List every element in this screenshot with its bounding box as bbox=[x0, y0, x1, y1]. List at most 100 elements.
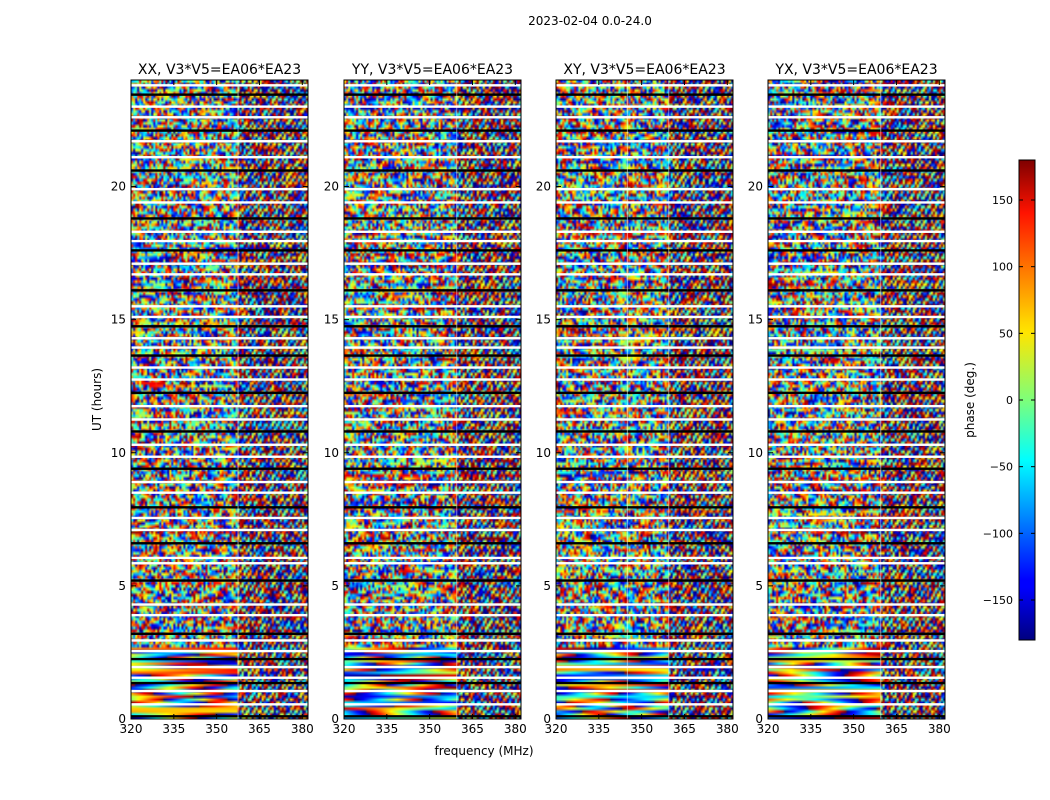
flagged-row bbox=[768, 639, 945, 642]
flagged-row bbox=[768, 418, 945, 421]
flagged-row bbox=[344, 467, 521, 470]
colorbar-tick-label: 50 bbox=[999, 327, 1013, 340]
flagged-row bbox=[556, 665, 733, 669]
flagged-row bbox=[131, 649, 308, 653]
flagged-row bbox=[768, 443, 945, 446]
flagged-row bbox=[344, 239, 521, 243]
flagged-row bbox=[556, 378, 733, 381]
flagged-row bbox=[344, 542, 521, 545]
flagged-row bbox=[131, 337, 308, 340]
flagged-row bbox=[131, 116, 308, 119]
flagged-row bbox=[344, 140, 521, 143]
x-tick-label: 335 bbox=[162, 722, 185, 736]
y-tick-label: 5 bbox=[543, 579, 551, 593]
flagged-row bbox=[768, 681, 945, 685]
flagged-row bbox=[556, 528, 733, 532]
flagged-row bbox=[131, 657, 308, 661]
flagged-row bbox=[768, 556, 945, 560]
flagged-row bbox=[131, 639, 308, 642]
flagged-row bbox=[768, 455, 945, 458]
flagged-row bbox=[131, 506, 308, 509]
flagged-row bbox=[768, 201, 945, 204]
flagged-row bbox=[131, 201, 308, 204]
y-tick-label: 10 bbox=[324, 446, 339, 460]
flagged-row bbox=[344, 603, 521, 606]
flagged-row bbox=[556, 506, 733, 509]
flagged-row bbox=[556, 156, 733, 159]
flagged-row bbox=[131, 703, 308, 706]
flagged-row bbox=[768, 676, 945, 679]
flagged-row bbox=[344, 93, 521, 96]
flagged-row bbox=[131, 93, 308, 96]
flagged-row bbox=[344, 201, 521, 204]
flagged-row bbox=[768, 354, 945, 357]
flagged-row bbox=[556, 262, 733, 265]
flagged-row bbox=[556, 140, 733, 143]
x-tick-label: 320 bbox=[333, 722, 356, 736]
panel-title: YX, V3*V5=EA06*EA23 bbox=[774, 62, 937, 78]
flagged-row bbox=[556, 491, 733, 494]
flagged-row bbox=[131, 230, 308, 233]
flagged-row bbox=[344, 556, 521, 560]
flagged-row bbox=[344, 346, 521, 349]
phase-heatmap bbox=[131, 80, 308, 719]
y-tick-label: 20 bbox=[324, 180, 339, 194]
flagged-row bbox=[556, 632, 733, 635]
flagged-row bbox=[556, 404, 733, 408]
panel-title: XY, V3*V5=EA06*EA23 bbox=[563, 62, 725, 78]
flagged-row bbox=[131, 542, 308, 545]
flagged-row bbox=[768, 230, 945, 233]
flagged-row bbox=[768, 84, 945, 87]
flagged-row bbox=[131, 315, 308, 319]
flagged-row bbox=[768, 491, 945, 494]
flagged-row bbox=[344, 169, 521, 172]
flagged-row bbox=[131, 562, 308, 565]
flagged-row bbox=[768, 391, 945, 395]
flagged-row bbox=[768, 169, 945, 172]
flagged-row bbox=[768, 467, 945, 470]
flagged-row bbox=[768, 273, 945, 276]
y-tick-label: 10 bbox=[748, 446, 763, 460]
flagged-row bbox=[344, 249, 521, 252]
flagged-row bbox=[556, 562, 733, 565]
flagged-row bbox=[556, 337, 733, 340]
flagged-row bbox=[131, 443, 308, 446]
flagged-row bbox=[131, 556, 308, 560]
flagged-row bbox=[344, 305, 521, 308]
flagged-row bbox=[556, 315, 733, 319]
flagged-row bbox=[344, 262, 521, 265]
flagged-row bbox=[556, 613, 733, 617]
y-tick-label: 5 bbox=[118, 579, 126, 593]
x-tick-label: 365 bbox=[461, 722, 484, 736]
flagged-row bbox=[768, 289, 945, 292]
x-tick-label: 335 bbox=[375, 722, 398, 736]
flagged-row bbox=[131, 346, 308, 349]
flagged-row bbox=[556, 129, 733, 132]
flagged-row bbox=[768, 346, 945, 349]
flagged-row bbox=[768, 649, 945, 653]
flagged-row bbox=[344, 366, 521, 369]
flagged-row bbox=[131, 528, 308, 532]
flagged-row bbox=[131, 273, 308, 276]
colorbar-tick-label: −100 bbox=[983, 527, 1013, 540]
flagged-row bbox=[344, 632, 521, 635]
flagged-row bbox=[131, 603, 308, 606]
flagged-row bbox=[556, 169, 733, 172]
flagged-row bbox=[556, 325, 733, 328]
flagged-row bbox=[768, 516, 945, 520]
flagged-row bbox=[556, 354, 733, 357]
colorbar-label: phase (deg.) bbox=[963, 362, 977, 438]
page-title: 2023-02-04 0.0-24.0 bbox=[528, 14, 652, 28]
y-tick-label: 0 bbox=[118, 712, 126, 726]
flagged-row bbox=[344, 315, 521, 319]
flagged-row bbox=[131, 665, 308, 669]
flagged-row bbox=[556, 273, 733, 276]
y-tick-label: 15 bbox=[748, 313, 763, 327]
flagged-row bbox=[131, 391, 308, 395]
flagged-row bbox=[556, 649, 733, 653]
flagged-row bbox=[344, 337, 521, 340]
x-tick-label: 350 bbox=[630, 722, 653, 736]
flagged-row bbox=[768, 528, 945, 532]
colorbar-tick-label: −50 bbox=[990, 461, 1013, 474]
flagged-row bbox=[344, 689, 521, 693]
